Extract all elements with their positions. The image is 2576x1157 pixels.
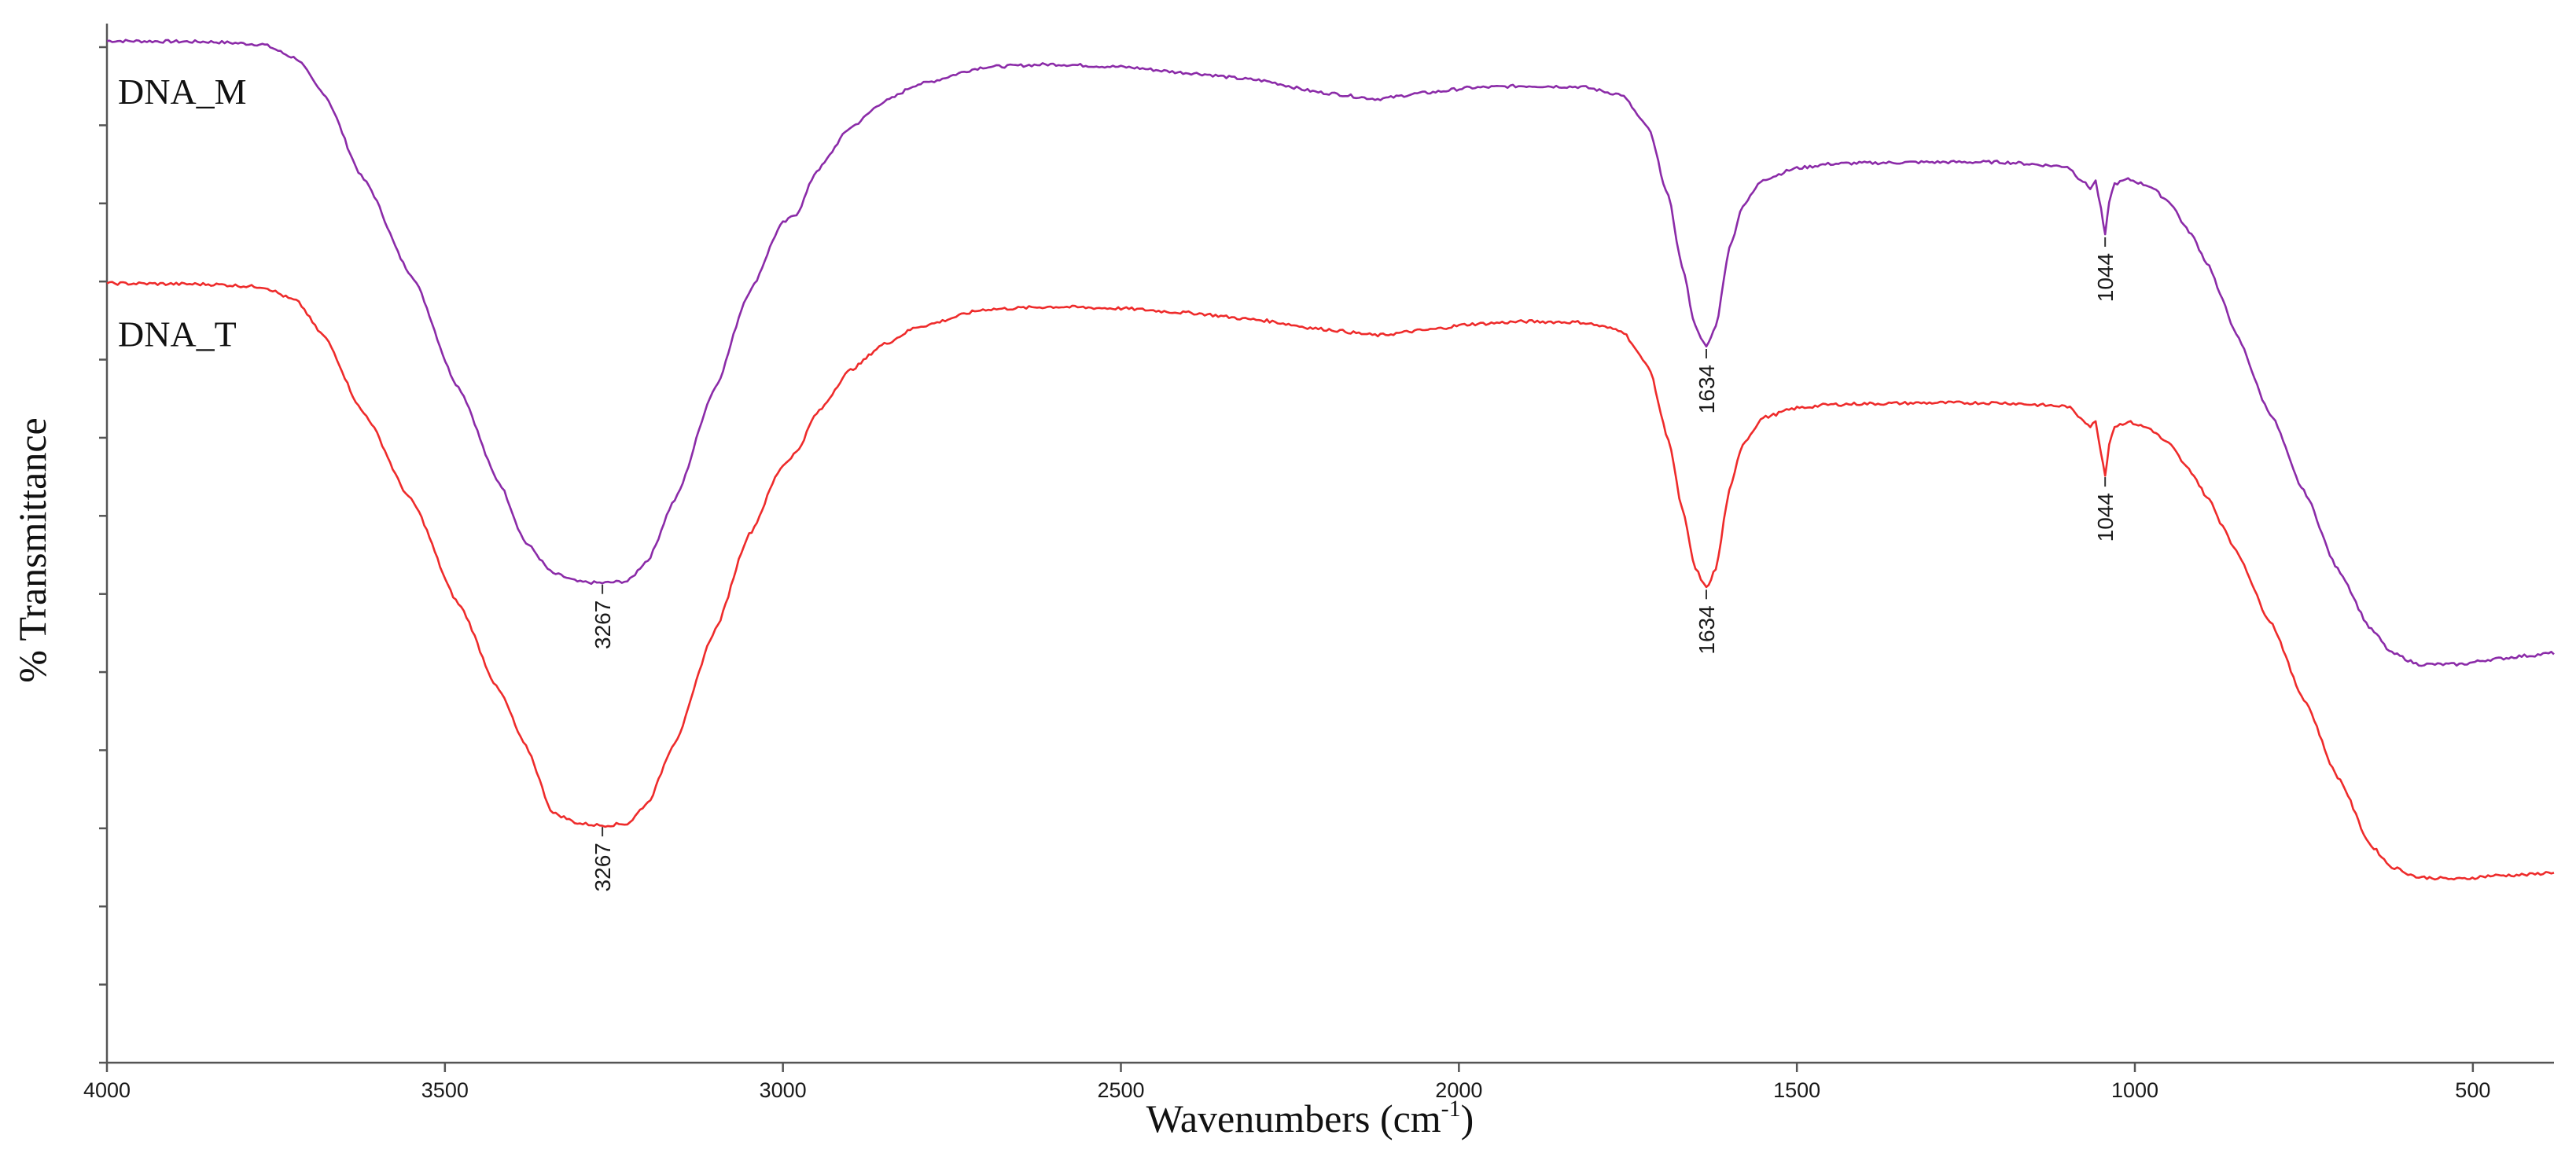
peak-label: 1044 <box>2093 493 2118 542</box>
axes <box>105 24 2554 1064</box>
x-tick-label: 4000 <box>83 1078 131 1102</box>
series-line-dna-t <box>106 281 2555 881</box>
y-axis-title: % Transmittance <box>10 417 54 682</box>
peak-annotations: 3267 1634 1044 3267 1634 1044 <box>591 237 2118 891</box>
x-tick-label: 500 <box>2455 1078 2490 1102</box>
series-group: DNA_M DNA_T <box>106 39 2555 881</box>
x-tick-label: 2000 <box>1435 1078 1482 1102</box>
x-tick-label: 3000 <box>760 1078 807 1102</box>
x-ticks: 4000 3500 3000 2500 2000 1500 1000 500 <box>83 1063 2490 1102</box>
peak-label: 1634 <box>1695 365 1719 413</box>
series-label-dna-m: DNA_M <box>118 72 247 112</box>
peak-label: 3267 <box>591 843 615 891</box>
peak-label: 1634 <box>1695 605 1719 654</box>
series-line-dna-m <box>106 39 2555 667</box>
x-tick-label: 3500 <box>421 1078 469 1102</box>
peak-label: 1044 <box>2093 253 2118 302</box>
x-axis-title: Wavenumbers (cm-1) <box>1146 1096 1474 1140</box>
x-tick-label: 1000 <box>2111 1078 2158 1102</box>
peak-label: 3267 <box>591 601 615 649</box>
x-tick-label: 2500 <box>1097 1078 1144 1102</box>
y-ticks <box>99 46 107 1064</box>
x-tick-label: 1500 <box>1773 1078 1820 1102</box>
series-label-dna-t: DNA_T <box>118 314 237 354</box>
